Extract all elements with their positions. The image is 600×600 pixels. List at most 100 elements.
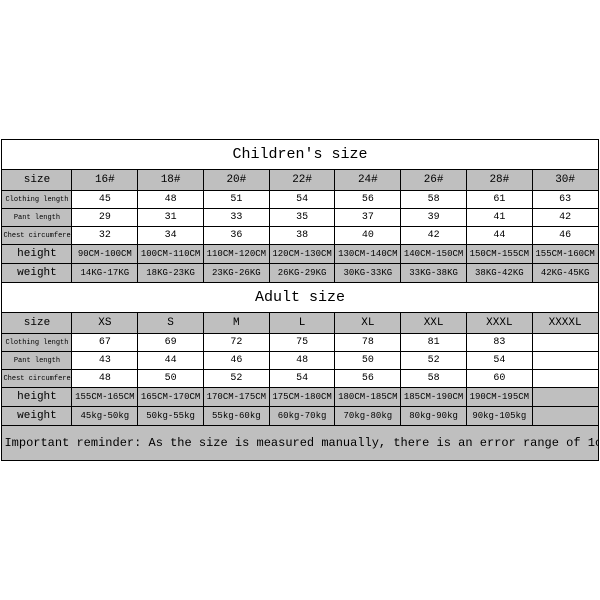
children-col-2: 20# [203, 170, 269, 191]
adult-rowlabel-4: weight [2, 407, 72, 426]
adult-cell-4-5: 80kg-90kg [401, 407, 467, 426]
children-cell-2-6: 44 [466, 227, 532, 245]
adult-cell-3-2: 170CM-175CM [203, 388, 269, 407]
adult-cell-0-4: 78 [335, 334, 401, 352]
adult-cell-2-3: 54 [269, 370, 335, 388]
adult-cell-0-1: 69 [138, 334, 204, 352]
children-cell-1-1: 31 [138, 209, 204, 227]
children-col-3: 22# [269, 170, 335, 191]
children-title: Children's size [2, 140, 598, 170]
children-size-label: size [2, 170, 72, 191]
adult-cell-1-7 [532, 352, 598, 370]
adult-cell-0-6: 83 [466, 334, 532, 352]
children-cell-0-2: 51 [203, 191, 269, 209]
children-rowlabel-0: Clothing length [2, 191, 72, 209]
adult-rowlabel-3: height [2, 388, 72, 407]
adult-title: Adult size [2, 283, 598, 313]
adult-col-4: XL [335, 313, 401, 334]
children-cell-4-7: 42KG-45KG [532, 264, 598, 283]
children-cell-0-1: 48 [138, 191, 204, 209]
adult-cell-4-6: 90kg-105kg [466, 407, 532, 426]
children-cell-2-2: 36 [203, 227, 269, 245]
adult-cell-3-1: 165CM-170CM [138, 388, 204, 407]
adult-cell-3-3: 175CM-180CM [269, 388, 335, 407]
adult-cell-2-4: 56 [335, 370, 401, 388]
adult-cell-3-5: 185CM-190CM [401, 388, 467, 407]
children-cell-0-0: 45 [72, 191, 138, 209]
children-col-4: 24# [335, 170, 401, 191]
children-col-0: 16# [72, 170, 138, 191]
children-cell-0-6: 61 [466, 191, 532, 209]
children-cell-2-4: 40 [335, 227, 401, 245]
adult-cell-2-1: 50 [138, 370, 204, 388]
adult-col-3: L [269, 313, 335, 334]
adult-cell-3-7 [532, 388, 598, 407]
children-cell-1-3: 35 [269, 209, 335, 227]
adult-col-2: M [203, 313, 269, 334]
adult-size-label: size [2, 313, 72, 334]
adult-cell-0-7 [532, 334, 598, 352]
children-cell-0-5: 58 [401, 191, 467, 209]
children-cell-3-3: 120CM-130CM [269, 245, 335, 264]
children-cell-4-6: 38KG-42KG [466, 264, 532, 283]
adult-cell-4-2: 55kg-60kg [203, 407, 269, 426]
children-cell-1-0: 29 [72, 209, 138, 227]
children-cell-2-1: 34 [138, 227, 204, 245]
children-rowlabel-3: height [2, 245, 72, 264]
adult-cell-0-2: 72 [203, 334, 269, 352]
children-cell-3-7: 155CM-160CM [532, 245, 598, 264]
adult-cell-4-3: 60kg-70kg [269, 407, 335, 426]
reminder-text: Important reminder: As the size is measu… [2, 426, 598, 461]
children-cell-3-0: 90CM-100CM [72, 245, 138, 264]
adult-cell-4-7 [532, 407, 598, 426]
children-cell-4-5: 33KG-38KG [401, 264, 467, 283]
size-chart-table: Children's sizesize16#18#20#22#24#26#28#… [1, 139, 598, 461]
children-cell-0-7: 63 [532, 191, 598, 209]
children-cell-1-5: 39 [401, 209, 467, 227]
adult-cell-2-6: 60 [466, 370, 532, 388]
children-cell-3-2: 110CM-120CM [203, 245, 269, 264]
children-cell-4-3: 26KG-29KG [269, 264, 335, 283]
adult-cell-2-5: 58 [401, 370, 467, 388]
children-cell-2-0: 32 [72, 227, 138, 245]
children-cell-0-3: 54 [269, 191, 335, 209]
adult-rowlabel-2: Chest circumference 1/2 [2, 370, 72, 388]
children-col-7: 30# [532, 170, 598, 191]
children-cell-1-6: 41 [466, 209, 532, 227]
adult-cell-0-3: 75 [269, 334, 335, 352]
adult-cell-0-5: 81 [401, 334, 467, 352]
adult-cell-2-2: 52 [203, 370, 269, 388]
adult-cell-0-0: 67 [72, 334, 138, 352]
adult-rowlabel-1: Pant length [2, 352, 72, 370]
children-cell-3-6: 150CM-155CM [466, 245, 532, 264]
adult-rowlabel-0: Clothing length [2, 334, 72, 352]
children-rowlabel-1: Pant length [2, 209, 72, 227]
adult-col-7: XXXXL [532, 313, 598, 334]
children-cell-2-7: 46 [532, 227, 598, 245]
adult-cell-2-0: 48 [72, 370, 138, 388]
adult-cell-1-6: 54 [466, 352, 532, 370]
adult-cell-1-5: 52 [401, 352, 467, 370]
adult-col-5: XXL [401, 313, 467, 334]
children-cell-4-1: 18KG-23KG [138, 264, 204, 283]
children-col-5: 26# [401, 170, 467, 191]
adult-cell-4-1: 50kg-55kg [138, 407, 204, 426]
children-cell-4-2: 23KG-26KG [203, 264, 269, 283]
adult-col-1: S [138, 313, 204, 334]
children-col-1: 18# [138, 170, 204, 191]
children-cell-1-4: 37 [335, 209, 401, 227]
adult-col-6: XXXL [466, 313, 532, 334]
adult-cell-3-0: 155CM-165CM [72, 388, 138, 407]
adult-cell-2-7 [532, 370, 598, 388]
adult-cell-4-4: 70kg-80kg [335, 407, 401, 426]
adult-cell-1-0: 43 [72, 352, 138, 370]
adult-cell-1-4: 50 [335, 352, 401, 370]
adult-cell-1-1: 44 [138, 352, 204, 370]
adult-cell-4-0: 45kg-50kg [72, 407, 138, 426]
children-cell-4-4: 30KG-33KG [335, 264, 401, 283]
adult-cell-1-2: 46 [203, 352, 269, 370]
children-cell-1-7: 42 [532, 209, 598, 227]
children-cell-2-3: 38 [269, 227, 335, 245]
children-cell-3-5: 140CM-150CM [401, 245, 467, 264]
children-rowlabel-2: Chest circumference 1/2 [2, 227, 72, 245]
